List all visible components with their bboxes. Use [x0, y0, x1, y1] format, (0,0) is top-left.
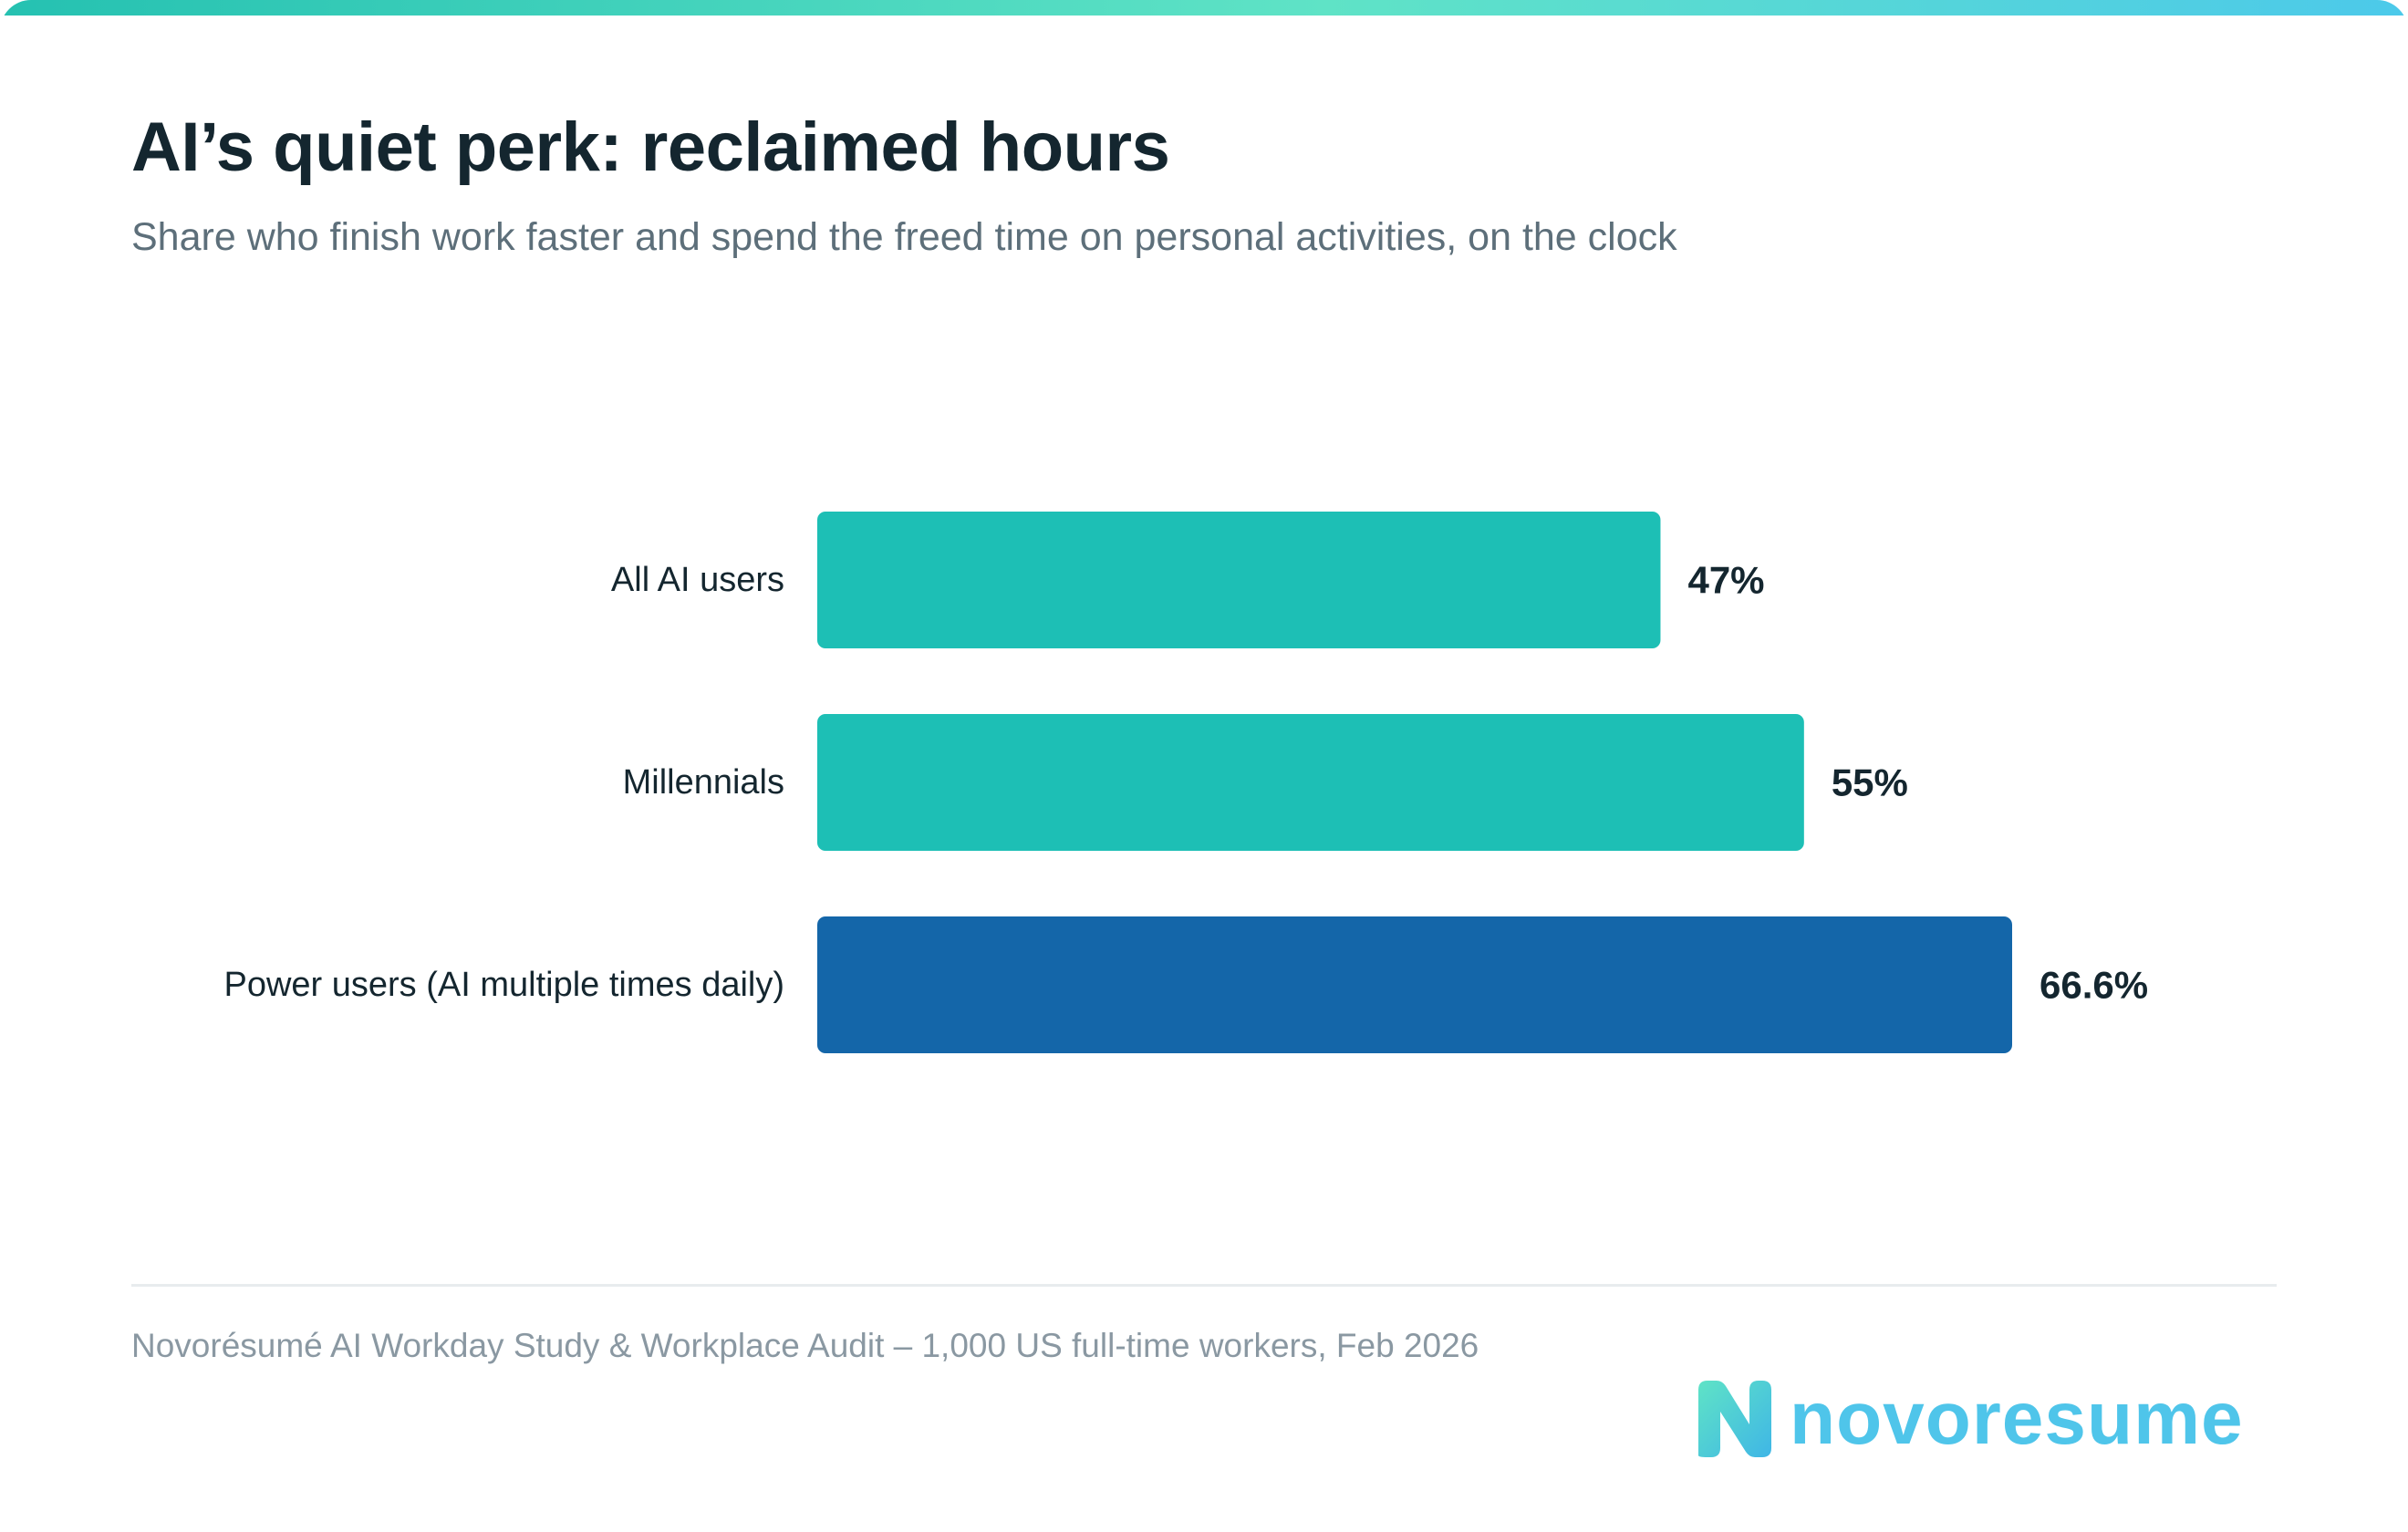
n-logo-icon	[1698, 1381, 1771, 1457]
chart-subtitle: Share who finish work faster and spend t…	[131, 215, 1677, 259]
footer-divider	[131, 1284, 2277, 1287]
source-note: Novorésumé AI Workday Study & Workplace …	[131, 1327, 1479, 1364]
bar-chart: All AI users 47% Millennials 55% Power users…	[223, 512, 2148, 1053]
value-label-0: 47%	[1687, 559, 1764, 602]
top-accent-stripe	[0, 0, 2408, 16]
value-label-1: 55%	[1832, 761, 1908, 804]
brand-logo[interactable]: novoresume	[1693, 1375, 2244, 1463]
bar-0	[817, 512, 1661, 648]
category-label-1: Millennials	[623, 763, 784, 802]
chart-title: AI’s quiet perk: reclaimed hours	[131, 109, 1170, 186]
value-label-2: 66.6%	[2040, 964, 2148, 1007]
bar-2	[817, 916, 2012, 1053]
category-label-2: Power users (AI multiple times daily)	[223, 966, 784, 1004]
brand-wordmark: novoresume	[1790, 1377, 2244, 1460]
category-label-0: All AI users	[611, 561, 784, 599]
bar-1	[817, 714, 1804, 851]
